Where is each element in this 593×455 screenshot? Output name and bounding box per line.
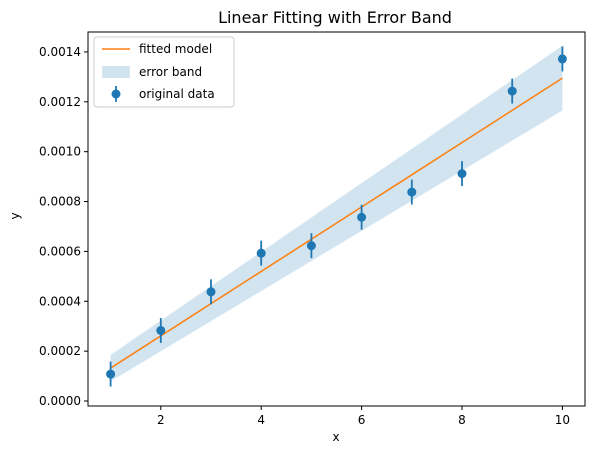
- legend: fitted model error band original data: [93, 36, 235, 108]
- data-point: [256, 248, 266, 258]
- legend-box: [93, 36, 235, 108]
- y-tick-label: 0.0014: [39, 45, 81, 59]
- x-axis: 2 4 6 8 10: [157, 406, 570, 427]
- y-tick-label: 0.0006: [39, 244, 81, 258]
- chart-title: Linear Fitting with Error Band: [218, 8, 452, 27]
- x-axis-label: x: [332, 430, 339, 444]
- y-tick-label: 0.0002: [39, 344, 81, 358]
- y-tick-label: 0.0000: [39, 394, 81, 408]
- x-tick-label: 2: [157, 413, 165, 427]
- x-tick-label: 6: [358, 413, 366, 427]
- y-tick-label: 0.0004: [39, 294, 81, 308]
- y-tick-label: 0.0012: [39, 95, 81, 109]
- data-point: [156, 325, 166, 335]
- plot-area: [87, 31, 586, 407]
- axes-frame: [87, 31, 586, 407]
- y-axis: 0.0000 0.0002 0.0004 0.0006 0.0008 0.0010 0.00…: [39, 45, 88, 408]
- data-point: [206, 287, 216, 297]
- error-band: [110, 45, 563, 382]
- y-axis-label: y: [8, 212, 22, 219]
- legend-label-error-band: error band: [139, 65, 202, 79]
- x-tick-label: 10: [555, 413, 570, 427]
- data-point: [457, 169, 467, 179]
- x-tick-label: 8: [458, 413, 466, 427]
- legend-label-fitted-model: fitted model: [139, 42, 212, 56]
- data-point: [106, 369, 116, 379]
- data-point: [306, 241, 316, 251]
- data-point: [357, 212, 367, 222]
- legend-band-swatch: [102, 66, 130, 78]
- data-point: [507, 86, 517, 96]
- data-point: [557, 54, 567, 64]
- fitted-model-line: [110, 77, 563, 369]
- y-tick-label: 0.0010: [39, 145, 81, 159]
- legend-marker-swatch: [111, 89, 121, 99]
- x-tick-label: 4: [257, 413, 265, 427]
- data-point: [407, 187, 417, 197]
- legend-label-original-data: original data: [139, 87, 215, 101]
- y-tick-label: 0.0008: [39, 195, 81, 209]
